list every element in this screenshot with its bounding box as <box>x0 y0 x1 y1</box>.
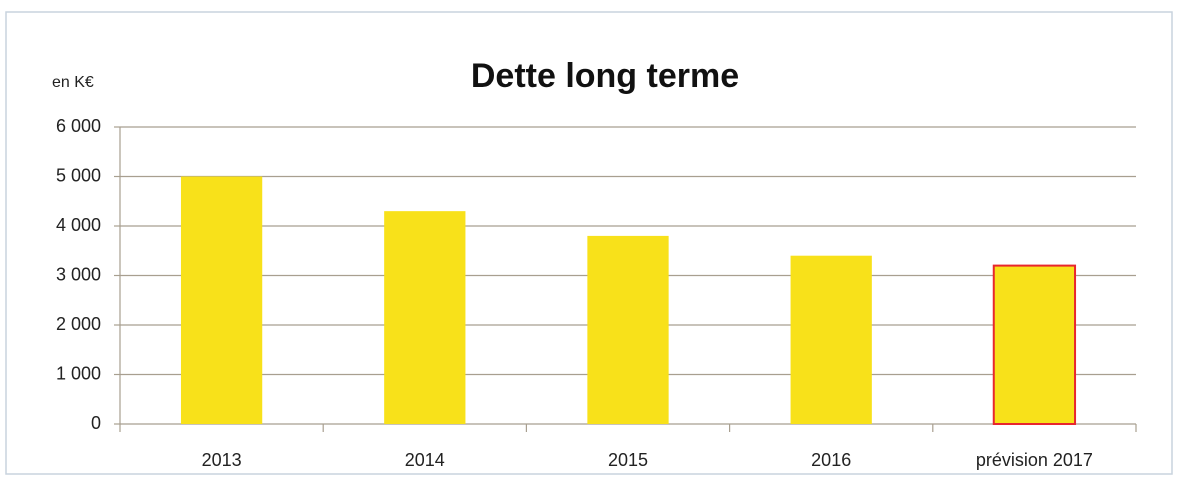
bar <box>180 176 263 424</box>
x-tick-label: 2014 <box>405 450 445 470</box>
y-tick-label: 5 000 <box>56 165 101 185</box>
y-tick-label: 1 000 <box>56 363 101 383</box>
y-tick-label: 3 000 <box>56 264 101 284</box>
x-tick-label: 2015 <box>608 450 648 470</box>
y-unit-label: en K€ <box>52 74 94 91</box>
bar <box>992 264 1077 425</box>
bar <box>790 255 872 424</box>
y-tick-label: 6 000 <box>56 116 101 136</box>
x-tick-label: prévision 2017 <box>976 450 1093 470</box>
y-tick-label: 0 <box>91 413 101 433</box>
bar <box>587 235 669 424</box>
x-tick-label: 2016 <box>811 450 851 470</box>
x-tick-label: 2013 <box>202 450 242 470</box>
bar <box>384 211 466 424</box>
chart-title: Dette long terme <box>471 57 739 95</box>
y-tick-label: 2 000 <box>56 314 101 334</box>
chart-frame <box>5 11 1173 475</box>
y-tick-label: 4 000 <box>56 215 101 235</box>
